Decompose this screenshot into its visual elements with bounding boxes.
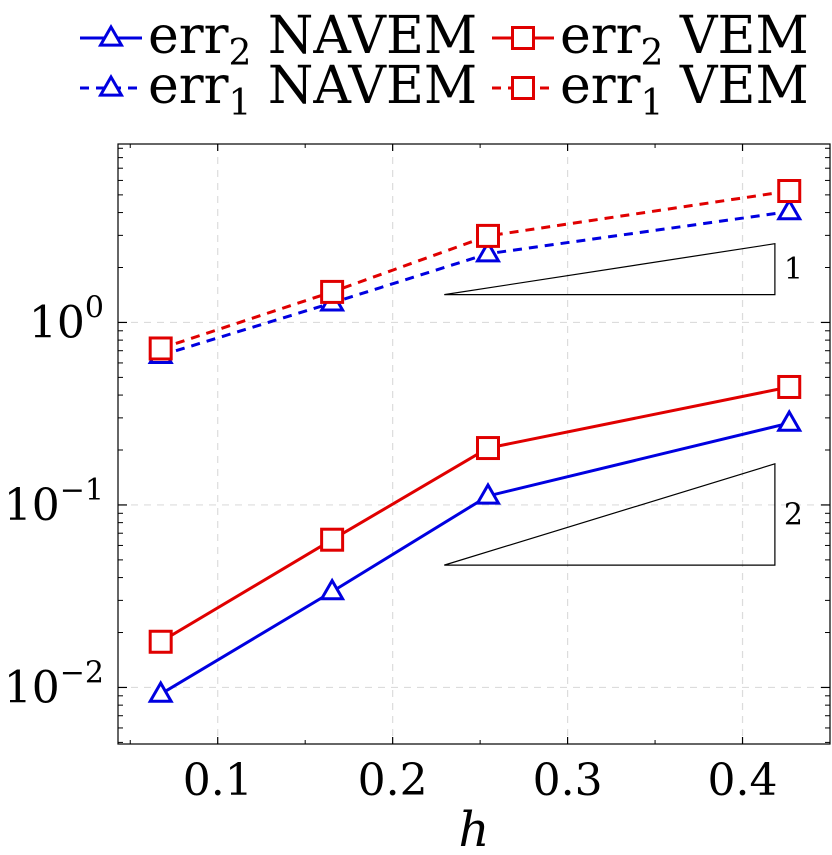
slope-label: 1 [784, 252, 803, 287]
data-point [776, 409, 803, 432]
legend-name: err [148, 6, 229, 66]
data-point [148, 629, 173, 654]
legend-subscript: 2 [641, 33, 664, 74]
legend-entry: err1 NAVEM [80, 56, 477, 124]
y-tick-label: 100 [29, 290, 104, 348]
series-err2vem [148, 374, 802, 654]
legend-entry: err2 NAVEM [80, 6, 477, 74]
data-point [474, 481, 502, 505]
y-tick-base: 10 [4, 662, 60, 713]
series-err1navem [147, 197, 803, 365]
data-point [475, 436, 500, 461]
data-point [776, 197, 803, 221]
series-line [159, 385, 790, 644]
x-axis-label: h [459, 802, 490, 855]
data-point [777, 374, 802, 399]
legend-name: err [148, 56, 229, 116]
legend-entry: err1 VEM [492, 56, 809, 124]
x-tick-label: 0.4 [708, 755, 778, 806]
slope-label: 2 [784, 497, 803, 532]
y-tick-base: 10 [4, 480, 60, 531]
y-tick-label: 10−1 [4, 473, 104, 531]
legend-subscript: 1 [229, 83, 252, 124]
series-line [159, 421, 790, 696]
plot-frame [117, 143, 831, 745]
legend-name: err [560, 6, 641, 66]
series-line [160, 189, 790, 350]
legend-label: err1 VEM [560, 56, 809, 124]
legend-suffix: VEM [663, 6, 808, 66]
data-point [148, 336, 173, 361]
legend-subscript: 2 [229, 33, 252, 74]
data-point [475, 223, 500, 248]
data-point [319, 577, 346, 601]
legend-label: err2 NAVEM [148, 6, 477, 74]
y-tick-exponent: 0 [85, 290, 104, 325]
grid-lines [118, 144, 830, 744]
legend-marker [511, 26, 535, 50]
y-tick-exponent: −2 [60, 655, 104, 690]
data-point [474, 239, 502, 263]
x-tick-label: 0.2 [358, 755, 428, 806]
legend-marker [97, 23, 125, 47]
y-tick-exponent: −1 [60, 473, 104, 508]
legend-suffix: NAVEM [251, 6, 477, 66]
legend-name: err [560, 56, 641, 116]
legend-subscript: 1 [641, 83, 664, 124]
x-tick-label: 0.1 [183, 755, 253, 806]
series-err1vem [148, 179, 802, 361]
data-point [777, 179, 802, 204]
data-point [320, 279, 345, 304]
legend-marker [97, 73, 125, 97]
data-point [320, 527, 345, 552]
legend-marker [511, 76, 535, 100]
series-line [160, 210, 790, 357]
x-tick-label: 0.3 [533, 755, 603, 806]
legend-suffix: NAVEM [251, 56, 477, 116]
legend-label: err2 VEM [560, 6, 809, 74]
legend-entry: err2 VEM [492, 6, 809, 74]
slope-triangles: 12 [444, 243, 803, 566]
slope-triangle [444, 243, 776, 296]
y-tick-base: 10 [29, 297, 85, 348]
y-tick-label: 10−2 [4, 655, 104, 713]
legend-suffix: VEM [663, 56, 808, 116]
slope-triangle [444, 463, 776, 566]
legend-label: err1 NAVEM [148, 56, 477, 124]
data-point [147, 680, 174, 703]
series-group [147, 179, 803, 703]
series-err2navem [147, 409, 803, 703]
